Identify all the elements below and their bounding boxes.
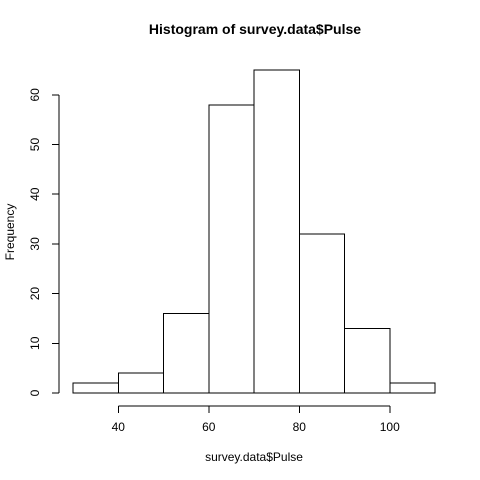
y-tick-label-10: 10 [28, 336, 42, 350]
y-tick-label-30: 30 [28, 237, 42, 251]
y-tick-label-20: 20 [28, 287, 42, 301]
histogram-bar-70-80 [253, 69, 300, 394]
x-axis-label: survey.data$Pulse [205, 450, 303, 464]
plot-area: 40 60 80 100 0 10 20 30 40 50 60 [28, 69, 436, 434]
y-tick-label-0: 0 [28, 389, 42, 396]
histogram-bar-30-40 [72, 382, 119, 394]
x-tick-label-40: 40 [112, 420, 126, 434]
x-tick-label-80: 80 [293, 420, 307, 434]
y-axis-label: Frequency [3, 204, 17, 261]
histogram-bar-80-90 [298, 233, 345, 394]
histogram-bar-90-100 [344, 327, 391, 394]
x-tick-label-100: 100 [380, 420, 400, 434]
y-tick-label-40: 40 [28, 187, 42, 201]
histogram-bar-50-60 [163, 312, 210, 394]
chart-title: Histogram of survey.data$Pulse [149, 21, 361, 37]
histogram-bar-60-70 [208, 104, 255, 394]
histogram-bar-100-110 [389, 382, 436, 394]
x-tick-label-60: 60 [202, 420, 216, 434]
histogram-bar-40-50 [117, 372, 164, 394]
y-tick-label-60: 60 [28, 88, 42, 102]
y-tick-label-50: 50 [28, 138, 42, 152]
